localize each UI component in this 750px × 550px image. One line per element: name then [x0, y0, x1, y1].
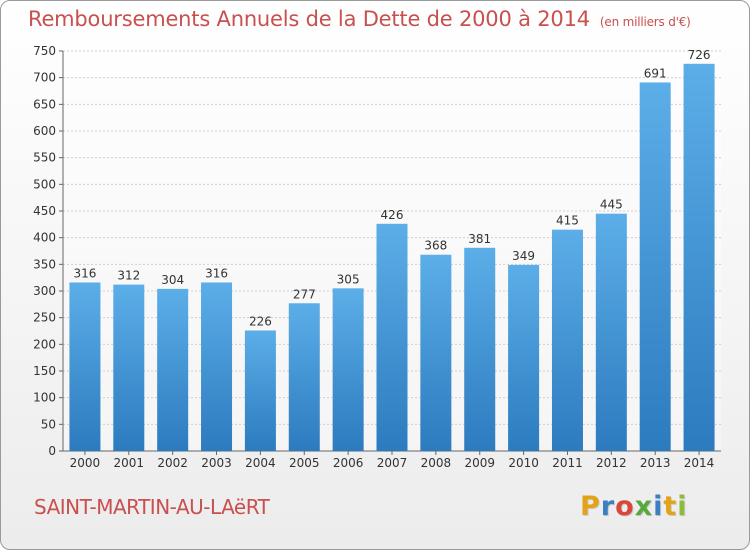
y-tick-label: 650 — [33, 97, 56, 111]
logo-letter: P — [580, 491, 601, 522]
logo-letter: i — [653, 491, 664, 522]
x-tick-label: 2011 — [552, 456, 583, 470]
x-tick-label: 2008 — [421, 456, 452, 470]
bar — [420, 254, 452, 451]
data-label: 312 — [117, 269, 140, 283]
data-label: 691 — [644, 66, 667, 80]
y-tick-label: 200 — [33, 337, 56, 351]
x-tick-label: 2002 — [157, 456, 188, 470]
y-tick-label: 350 — [33, 257, 56, 271]
y-tick-label: 450 — [33, 204, 56, 218]
chart-title: Remboursements Annuels de la Dette de 20… — [28, 7, 691, 31]
y-tick-label: 700 — [33, 71, 56, 85]
y-tick-label: 100 — [33, 391, 56, 405]
x-tick-label: 2004 — [245, 456, 276, 470]
data-label: 277 — [293, 287, 316, 301]
x-tick-label: 2010 — [508, 456, 539, 470]
x-tick-label: 2000 — [70, 456, 101, 470]
data-label: 304 — [161, 273, 184, 287]
logo-letter: r — [600, 491, 616, 522]
y-tick-label: 500 — [33, 177, 56, 191]
data-label: 426 — [381, 208, 404, 222]
data-label: 381 — [468, 232, 491, 246]
bar — [69, 282, 101, 451]
y-tick-label: 400 — [33, 231, 56, 245]
data-label: 226 — [249, 314, 272, 328]
y-tick-label: 300 — [33, 284, 56, 298]
data-label: 445 — [600, 198, 623, 212]
x-tick-label: 2003 — [201, 456, 232, 470]
data-label: 726 — [688, 48, 711, 62]
bar — [595, 213, 627, 451]
x-tick-label: 2001 — [114, 456, 145, 470]
y-tick-label: 600 — [33, 124, 56, 138]
bar — [376, 223, 408, 451]
logo-letter: i — [677, 491, 688, 522]
bar — [244, 330, 276, 451]
bar — [464, 247, 496, 451]
y-tick-label: 0 — [48, 444, 56, 458]
data-label: 415 — [556, 214, 579, 228]
logo-letter: t — [663, 491, 678, 522]
logo-letter: o — [615, 491, 635, 522]
bar — [157, 288, 189, 451]
chart-unit: (en milliers d'€) — [599, 15, 691, 29]
x-tick-label: 2007 — [377, 456, 408, 470]
data-label: 368 — [424, 239, 447, 253]
bar — [508, 264, 540, 451]
y-tick-label: 250 — [33, 311, 56, 325]
bar — [113, 284, 145, 451]
y-tick-label: 550 — [33, 151, 56, 165]
bar — [551, 229, 583, 451]
data-label: 316 — [205, 266, 228, 280]
y-tick-label: 750 — [33, 44, 56, 58]
bar — [288, 303, 320, 451]
bar — [201, 282, 233, 451]
x-tick-label: 2009 — [464, 456, 495, 470]
commune-name: SAINT-MARTIN-AU-LAëRT — [34, 495, 270, 519]
x-tick-label: 2013 — [640, 456, 671, 470]
y-tick-label: 50 — [41, 417, 56, 431]
x-tick-label: 2005 — [289, 456, 320, 470]
data-label: 305 — [337, 272, 360, 286]
data-label: 349 — [512, 249, 535, 263]
chart-title-text: Remboursements Annuels de la Dette de 20… — [28, 7, 590, 31]
y-tick-label: 150 — [33, 364, 56, 378]
logo-letter: x — [634, 491, 654, 522]
data-label: 316 — [73, 266, 96, 280]
x-tick-label: 2006 — [333, 456, 364, 470]
bar — [683, 63, 715, 452]
bar — [332, 288, 364, 451]
x-tick-label: 2012 — [596, 456, 627, 470]
x-tick-label: 2014 — [684, 456, 715, 470]
proxiti-logo: Proxiti — [580, 491, 688, 522]
bar — [639, 82, 671, 451]
